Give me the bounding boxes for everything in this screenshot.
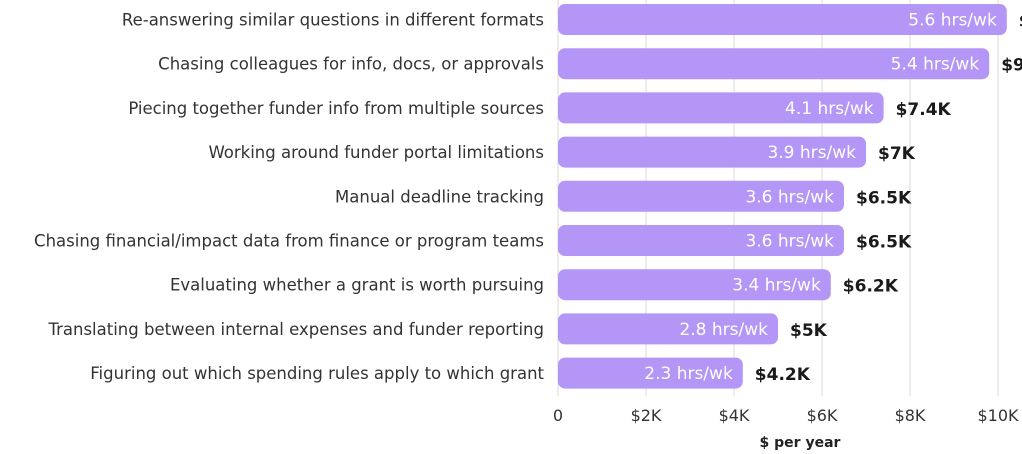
x-axis: 0 $2K $4K $6K $8K $10K: [553, 406, 1019, 425]
bar-row: Re-answering similar questions in differ…: [122, 4, 1022, 35]
bar-row: Working around funder portal limitations…: [208, 136, 916, 168]
value-label: $5K: [790, 321, 828, 341]
bar-row: Manual deadline tracking 3.6 hrs/wk $6.5K: [335, 180, 912, 212]
category-label: Re-answering similar questions in differ…: [122, 11, 544, 30]
hours-label: 5.6 hrs/wk: [908, 11, 997, 31]
category-label: Working around funder portal limitations: [208, 143, 544, 162]
bar-row: Translating between internal expenses an…: [47, 313, 828, 345]
bar: [558, 48, 990, 80]
bar: [558, 313, 778, 345]
bar-row: Evaluating whether a grant is worth purs…: [170, 269, 899, 301]
category-label: Translating between internal expenses an…: [47, 320, 544, 339]
x-tick-label: 0: [553, 406, 563, 425]
category-label: Evaluating whether a grant is worth purs…: [170, 276, 544, 295]
category-label: Piecing together funder info from multip…: [128, 99, 544, 118]
x-tick-label: $4K: [719, 406, 750, 425]
bar: [558, 180, 844, 212]
category-label: Chasing financial/impact data from finan…: [34, 232, 544, 251]
bar: [558, 357, 743, 389]
value-label: $6.2K: [843, 277, 899, 297]
bar: [558, 269, 831, 301]
category-label: Chasing colleagues for info, docs, or ap…: [158, 55, 544, 74]
bar: [558, 136, 866, 168]
x-tick-label: $2K: [631, 406, 662, 425]
value-label: $7K: [878, 144, 916, 164]
hours-label: 3.6 hrs/wk: [745, 187, 834, 207]
value-label: $6.5K: [856, 233, 912, 253]
hours-label: 2.8 hrs/wk: [679, 320, 768, 340]
hours-label: 2.3 hrs/wk: [644, 364, 733, 384]
hours-label: 4.1 hrs/wk: [785, 99, 874, 119]
bar-row: Figuring out which spending rules apply …: [90, 357, 811, 389]
category-label: Figuring out which spending rules apply …: [90, 364, 544, 383]
value-label: $10.2K: [1019, 12, 1022, 32]
x-tick-label: $8K: [895, 406, 926, 425]
bar: [558, 92, 884, 124]
hours-label: 5.4 hrs/wk: [891, 55, 980, 75]
bar-row: Chasing financial/impact data from finan…: [34, 225, 912, 256]
bar: [558, 4, 1007, 35]
hours-label: 3.6 hrs/wk: [745, 232, 834, 252]
bars: Re-answering similar questions in differ…: [34, 4, 1022, 389]
hours-label: 3.4 hrs/wk: [732, 276, 821, 296]
hours-label: 3.9 hrs/wk: [767, 143, 856, 163]
bar-row: Chasing colleagues for info, docs, or ap…: [158, 48, 1022, 80]
bar-row: Piecing together funder info from multip…: [128, 92, 952, 124]
value-label: $9.8K: [1001, 56, 1022, 76]
value-label: $4.2K: [755, 365, 811, 385]
x-tick-label: $6K: [807, 406, 838, 425]
x-axis-title: $ per year: [760, 435, 841, 451]
value-label: $6.5K: [856, 188, 912, 208]
value-label: $7.4K: [896, 100, 952, 120]
bar: [558, 225, 844, 256]
x-tick-label: $10K: [977, 406, 1019, 425]
category-label: Manual deadline tracking: [335, 187, 544, 206]
